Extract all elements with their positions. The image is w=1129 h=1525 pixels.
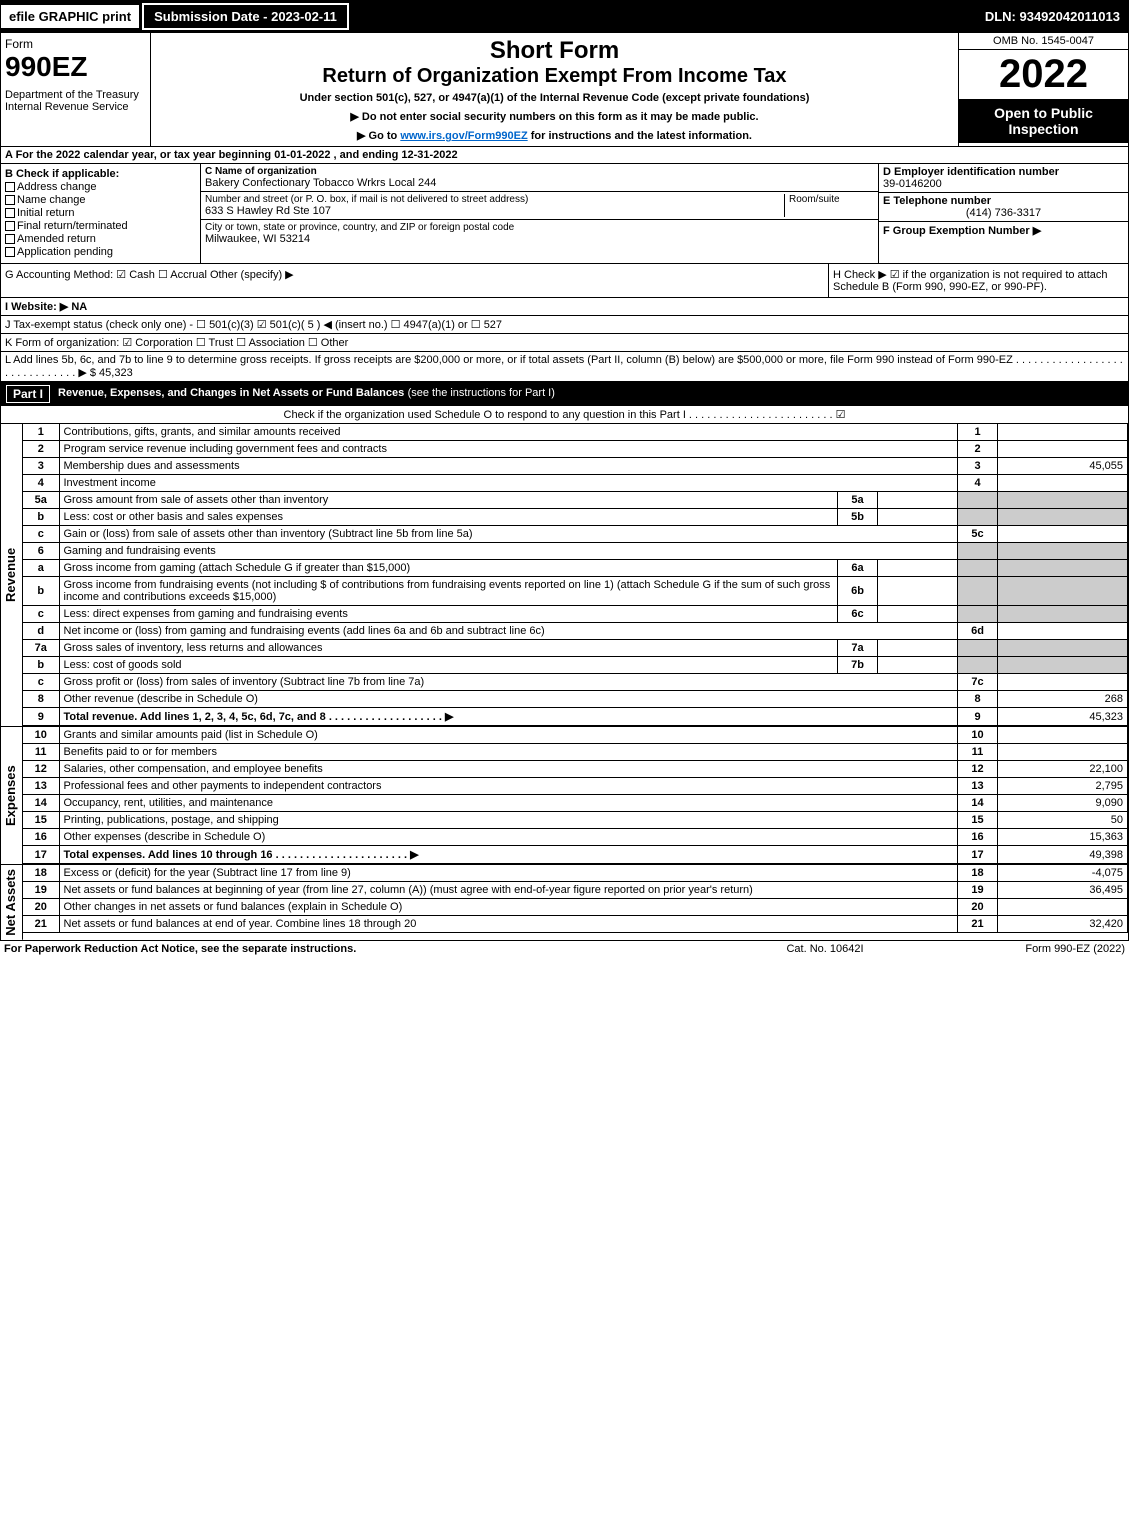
footer-catalog: Cat. No. 10642I <box>725 943 925 955</box>
page-footer: For Paperwork Reduction Act Notice, see … <box>0 941 1129 957</box>
ein-value: 39-0146200 <box>883 178 1124 190</box>
form-number: 990EZ <box>5 51 146 83</box>
line-row: cLess: direct expenses from gaming and f… <box>23 606 1128 623</box>
net-assets-section: Net Assets 18Excess or (deficit) for the… <box>0 865 1129 941</box>
line-row: 14Occupancy, rent, utilities, and mainte… <box>23 795 1128 812</box>
row-a-tax-year: A For the 2022 calendar year, or tax yea… <box>0 147 1129 164</box>
city-label: City or town, state or province, country… <box>205 222 874 233</box>
line-row: 11Benefits paid to or for members11 <box>23 744 1128 761</box>
line-row: 18Excess or (deficit) for the year (Subt… <box>23 865 1128 882</box>
org-name-label: C Name of organization <box>205 166 874 177</box>
line-row: bGross income from fundraising events (n… <box>23 577 1128 606</box>
checkbox-option[interactable]: Final return/terminated <box>5 220 196 232</box>
checkbox-option[interactable]: Amended return <box>5 233 196 245</box>
form-subtitle: Under section 501(c), 527, or 4947(a)(1)… <box>155 92 954 104</box>
footer-notice: For Paperwork Reduction Act Notice, see … <box>4 943 725 955</box>
line-row: bLess: cost or other basis and sales exp… <box>23 509 1128 526</box>
line-row: 21Net assets or fund balances at end of … <box>23 916 1128 933</box>
schedule-b-check: H Check ▶ ☑ if the organization is not r… <box>828 264 1128 297</box>
line-row: 9Total revenue. Add lines 1, 2, 3, 4, 5c… <box>23 708 1128 726</box>
line-row: 2Program service revenue including gover… <box>23 441 1128 458</box>
efile-print-button[interactable]: efile GRAPHIC print <box>1 5 140 28</box>
line-row: 3Membership dues and assessments345,055 <box>23 458 1128 475</box>
address-value: 633 S Hawley Rd Ste 107 <box>205 205 784 217</box>
schedule-o-check: Check if the organization used Schedule … <box>0 406 1129 424</box>
form-header: Form 990EZ Department of the Treasury In… <box>0 33 1129 147</box>
part-i-label: Part I <box>6 385 50 403</box>
expenses-side-label: Expenses <box>1 727 23 864</box>
tax-year: 2022 <box>959 50 1128 99</box>
checkbox-option[interactable]: Application pending <box>5 246 196 258</box>
ssn-warning: ▶ Do not enter social security numbers o… <box>155 110 954 123</box>
form-label: Form <box>5 37 146 51</box>
note2-prefix: ▶ Go to <box>357 130 400 142</box>
telephone-value: (414) 736-3317 <box>883 207 1124 219</box>
ein-label: D Employer identification number <box>883 166 1124 178</box>
line-row: cGain or (loss) from sale of assets othe… <box>23 526 1128 543</box>
omb-number: OMB No. 1545-0047 <box>959 33 1128 50</box>
dln-number: DLN: 93492042011013 <box>977 5 1128 28</box>
section-b: B Check if applicable: Address changeNam… <box>1 164 201 263</box>
section-b-to-f: B Check if applicable: Address changeNam… <box>0 164 1129 264</box>
checkbox-option[interactable]: Initial return <box>5 207 196 219</box>
line-row: 13Professional fees and other payments t… <box>23 778 1128 795</box>
line-row: cGross profit or (loss) from sales of in… <box>23 674 1128 691</box>
tax-exempt-status-row: J Tax-exempt status (check only one) - ☐… <box>0 316 1129 334</box>
room-suite-label: Room/suite <box>784 194 874 217</box>
website-row: I Website: ▶ NA <box>0 298 1129 316</box>
section-b-title: B Check if applicable: <box>5 168 196 180</box>
expenses-table: 10Grants and similar amounts paid (list … <box>23 727 1128 864</box>
line-row: aGross income from gaming (attach Schedu… <box>23 560 1128 577</box>
form-title-long: Return of Organization Exempt From Incom… <box>155 65 954 88</box>
note2-suffix: for instructions and the latest informat… <box>528 130 752 142</box>
line-row: 7aGross sales of inventory, less returns… <box>23 640 1128 657</box>
line-row: 10Grants and similar amounts paid (list … <box>23 727 1128 744</box>
address-label: Number and street (or P. O. box, if mail… <box>205 194 784 205</box>
line-row: 12Salaries, other compensation, and empl… <box>23 761 1128 778</box>
department-label: Department of the Treasury Internal Reve… <box>5 89 146 113</box>
line-row: 19Net assets or fund balances at beginni… <box>23 882 1128 899</box>
line-row: bLess: cost of goods sold7b <box>23 657 1128 674</box>
checkbox-option[interactable]: Address change <box>5 181 196 193</box>
line-row: 17Total expenses. Add lines 10 through 1… <box>23 846 1128 864</box>
gross-receipts-row: L Add lines 5b, 6c, and 7b to line 9 to … <box>0 352 1129 382</box>
instructions-link-line: ▶ Go to www.irs.gov/Form990EZ for instru… <box>155 129 954 142</box>
group-exemption-label: F Group Exemption Number ▶ <box>883 224 1124 237</box>
section-c: C Name of organization Bakery Confection… <box>201 164 878 263</box>
public-inspection-badge: Open to Public Inspection <box>959 99 1128 143</box>
part-i-title: Revenue, Expenses, and Changes in Net As… <box>58 385 1123 403</box>
line-row: dNet income or (loss) from gaming and fu… <box>23 623 1128 640</box>
line-row: 15Printing, publications, postage, and s… <box>23 812 1128 829</box>
part-i-header: Part I Revenue, Expenses, and Changes in… <box>0 382 1129 406</box>
line-row: 5aGross amount from sale of assets other… <box>23 492 1128 509</box>
line-row: 8Other revenue (describe in Schedule O)8… <box>23 691 1128 708</box>
line-row: 16Other expenses (describe in Schedule O… <box>23 829 1128 846</box>
footer-form-ref: Form 990-EZ (2022) <box>925 943 1125 955</box>
revenue-side-label: Revenue <box>1 424 23 726</box>
city-value: Milwaukee, WI 53214 <box>205 233 874 245</box>
section-d-e-f: D Employer identification number 39-0146… <box>878 164 1128 263</box>
accounting-method: G Accounting Method: ☑ Cash ☐ Accrual Ot… <box>1 264 828 297</box>
row-g-h: G Accounting Method: ☑ Cash ☐ Accrual Ot… <box>0 264 1129 298</box>
net-assets-table: 18Excess or (deficit) for the year (Subt… <box>23 865 1128 933</box>
telephone-label: E Telephone number <box>883 195 1124 207</box>
line-row: 6Gaming and fundraising events <box>23 543 1128 560</box>
top-bar: efile GRAPHIC print Submission Date - 20… <box>0 0 1129 33</box>
revenue-table: 1Contributions, gifts, grants, and simil… <box>23 424 1128 726</box>
checkbox-option[interactable]: Name change <box>5 194 196 206</box>
line-row: 4Investment income4 <box>23 475 1128 492</box>
net-assets-side-label: Net Assets <box>1 865 23 940</box>
form-of-organization-row: K Form of organization: ☑ Corporation ☐ … <box>0 334 1129 352</box>
submission-date: Submission Date - 2023-02-11 <box>142 3 349 30</box>
form-title-short: Short Form <box>155 37 954 65</box>
org-name: Bakery Confectionary Tobacco Wrkrs Local… <box>205 177 874 189</box>
line-row: 1Contributions, gifts, grants, and simil… <box>23 424 1128 441</box>
expenses-section: Expenses 10Grants and similar amounts pa… <box>0 727 1129 865</box>
revenue-section: Revenue 1Contributions, gifts, grants, a… <box>0 424 1129 727</box>
line-row: 20Other changes in net assets or fund ba… <box>23 899 1128 916</box>
irs-link[interactable]: www.irs.gov/Form990EZ <box>400 130 527 142</box>
